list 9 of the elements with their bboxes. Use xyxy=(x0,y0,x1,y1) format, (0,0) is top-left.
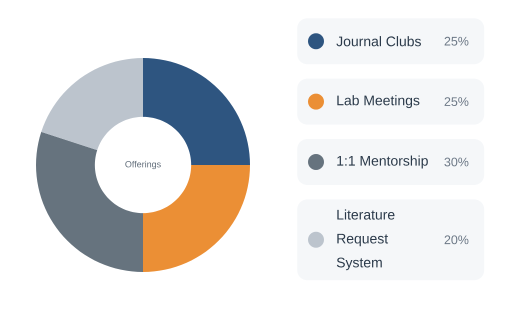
data-label: 25% xyxy=(444,97,468,106)
data-label: 25% xyxy=(444,36,468,46)
legend-label: Lab Meetings xyxy=(337,95,420,108)
data-label: 30% xyxy=(444,158,468,166)
text: Offerings xyxy=(125,160,161,170)
legend-label: Journal Clubs xyxy=(336,36,421,46)
legend-label: 1:1 Mentorship xyxy=(337,155,428,168)
data-label: 20% xyxy=(444,235,468,244)
legend-label: Literature Request System xyxy=(336,209,395,270)
